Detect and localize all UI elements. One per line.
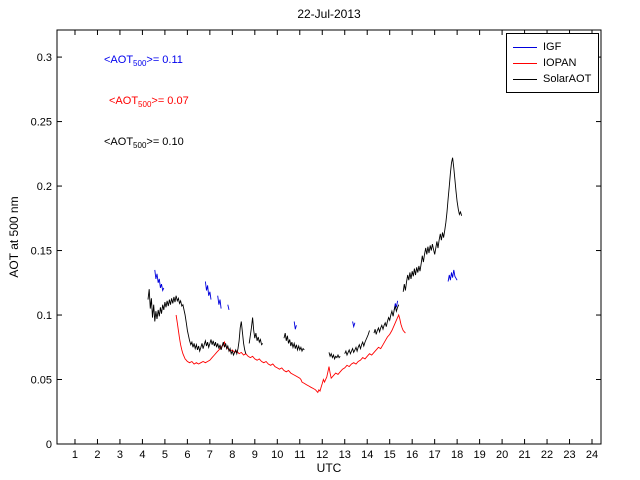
x-tick-label: 5 — [162, 449, 168, 461]
x-tick-label: 23 — [563, 449, 575, 461]
series-line-igf — [217, 295, 222, 309]
x-tick-label: 13 — [339, 449, 351, 461]
series-line-igf — [447, 269, 458, 282]
x-tick-label: 11 — [294, 449, 305, 461]
y-axis-label: AOT at 500 nm — [7, 196, 21, 278]
y-tick-label: 0.15 — [31, 246, 52, 258]
annotation-subscript: 500 — [133, 141, 147, 150]
x-tick-label: 24 — [586, 449, 598, 461]
x-tick-label: 1 — [72, 449, 78, 461]
annotation-subscript: 500 — [133, 59, 147, 68]
annotation-mean-solaraot: <AOT500>= 0.10 — [104, 136, 184, 150]
series-line-solaraot — [328, 352, 341, 361]
legend-item-solaraot: SolarAOT — [513, 71, 592, 87]
legend-label-igf: IGF — [543, 41, 562, 53]
series-line-igf — [204, 281, 212, 300]
x-tick-label: 6 — [184, 449, 190, 461]
x-tick-label: 4 — [139, 449, 145, 461]
x-tick-label: 9 — [252, 449, 258, 461]
x-tick-label: 14 — [361, 449, 373, 461]
annotation-subscript: 500 — [138, 100, 152, 109]
y-tick-label: 0.1 — [37, 310, 52, 322]
x-tick-label: 21 — [518, 449, 530, 461]
x-tick-label: 19 — [473, 449, 485, 461]
x-tick-label: 22 — [541, 449, 553, 461]
series-line-solaraot — [283, 332, 305, 353]
annotation-mean-igf: <AOT500>= 0.11 — [104, 54, 183, 68]
x-tick-label: 3 — [117, 449, 123, 461]
annotation-text: <AOT — [104, 136, 134, 148]
x-tick-label: 20 — [496, 449, 508, 461]
legend-line-igf — [513, 46, 537, 48]
y-tick-label: 0 — [46, 439, 52, 451]
chart-title: 22-Jul-2013 — [297, 7, 361, 21]
legend-label-solaraot: SolarAOT — [543, 73, 592, 85]
legend-line-solaraot — [513, 78, 537, 80]
legend-item-iopan: IOPAN — [513, 55, 592, 71]
legend-line-iopan — [513, 62, 537, 64]
x-tick-label: 2 — [94, 449, 100, 461]
legend-item-igf: IGF — [513, 39, 592, 55]
x-tick-label: 8 — [229, 449, 235, 461]
annotation-text: >= 0.11 — [146, 54, 183, 66]
x-tick-label: 12 — [316, 449, 328, 461]
x-tick-label: 18 — [451, 449, 463, 461]
annotation-text: <AOT — [104, 54, 134, 66]
series-line-igf — [293, 321, 297, 330]
series-line-solaraot — [147, 289, 247, 357]
series-line-iopan — [175, 313, 406, 394]
x-tick-label: 15 — [384, 449, 396, 461]
y-tick-label: 0.25 — [31, 117, 52, 129]
x-tick-label: 16 — [406, 449, 418, 461]
annotation-mean-iopan: <AOT500>= 0.07 — [109, 95, 189, 109]
y-tick-label: 0.3 — [37, 52, 52, 64]
x-axis-label: UTC — [316, 461, 342, 475]
annotation-text: >= 0.07 — [151, 95, 189, 107]
axes-box — [56, 29, 602, 445]
legend-box: IGF IOPAN SolarAOT — [506, 33, 599, 93]
series-line-igf — [352, 321, 356, 329]
series-line-solaraot — [402, 157, 463, 292]
annotation-text: <AOT — [109, 95, 139, 107]
y-tick-label: 0.2 — [37, 181, 52, 193]
x-tick-label: 7 — [207, 449, 213, 461]
x-tick-label: 17 — [429, 449, 441, 461]
x-tick-label: 10 — [271, 449, 283, 461]
series-line-solaraot — [344, 330, 370, 357]
series-line-igf — [154, 269, 165, 293]
y-tick-label: 0.05 — [31, 375, 52, 387]
series-line-igf — [227, 304, 230, 311]
legend-label-iopan: IOPAN — [543, 57, 577, 69]
series-line-solaraot — [373, 304, 400, 335]
series-line-solaraot — [248, 317, 264, 346]
annotation-text: >= 0.10 — [146, 136, 184, 148]
